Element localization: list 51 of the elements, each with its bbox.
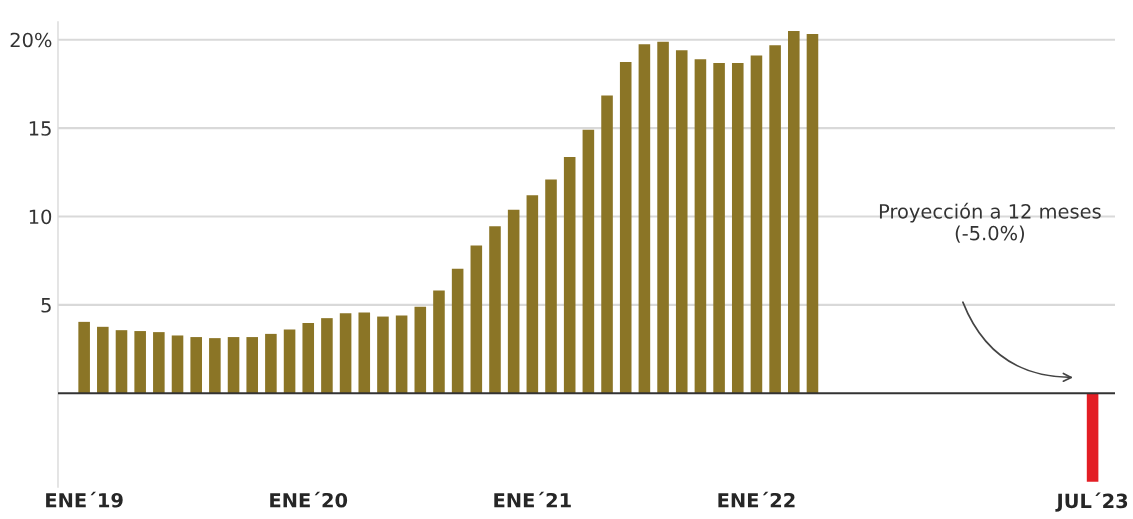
bar [470,245,483,394]
y-tick-label: 15 [29,121,51,136]
annotation: Proyección a 12 meses (-5.0%) [879,202,1101,243]
bar [619,61,632,394]
x-tick-label: ENE´22 [718,491,795,508]
x-tick-label: ENE´21 [494,491,571,508]
bar [769,45,781,394]
y-tick-label: 5 [41,298,51,313]
bar [582,129,595,394]
y-tick-label: 10 [29,209,52,225]
bar [545,179,557,394]
bar [451,268,464,394]
bar [675,50,688,394]
bar [657,41,669,394]
bar [526,195,539,394]
bar [190,337,202,394]
bar [153,332,165,394]
bar [750,55,763,394]
bar [507,209,520,394]
bar [414,306,427,394]
bar [134,331,146,394]
bar [339,313,352,394]
bar [78,321,90,394]
x-tick-label: ENE´19 [46,491,123,508]
bar [377,316,389,394]
bar [731,63,744,394]
bar [788,31,800,394]
bar [395,315,408,394]
bar [227,337,240,394]
y-tick-label: 20% [10,32,52,48]
bar [321,318,333,394]
x-tick-label: ENE´20 [270,491,348,508]
bar [433,290,445,394]
bar [115,330,128,394]
bar [97,326,109,394]
bar [209,338,221,394]
bar [265,333,277,394]
bar [694,59,707,394]
bar [806,34,819,394]
bar [302,322,315,394]
bar [601,95,613,394]
bar [489,226,501,394]
bar [638,44,651,394]
bar [171,335,184,394]
bar [283,329,296,394]
bar [1086,393,1099,482]
bar [358,312,371,394]
x-tick-label: JUL´23 [1055,492,1128,512]
bar [246,337,259,394]
bar [563,157,576,394]
bar [713,63,725,394]
